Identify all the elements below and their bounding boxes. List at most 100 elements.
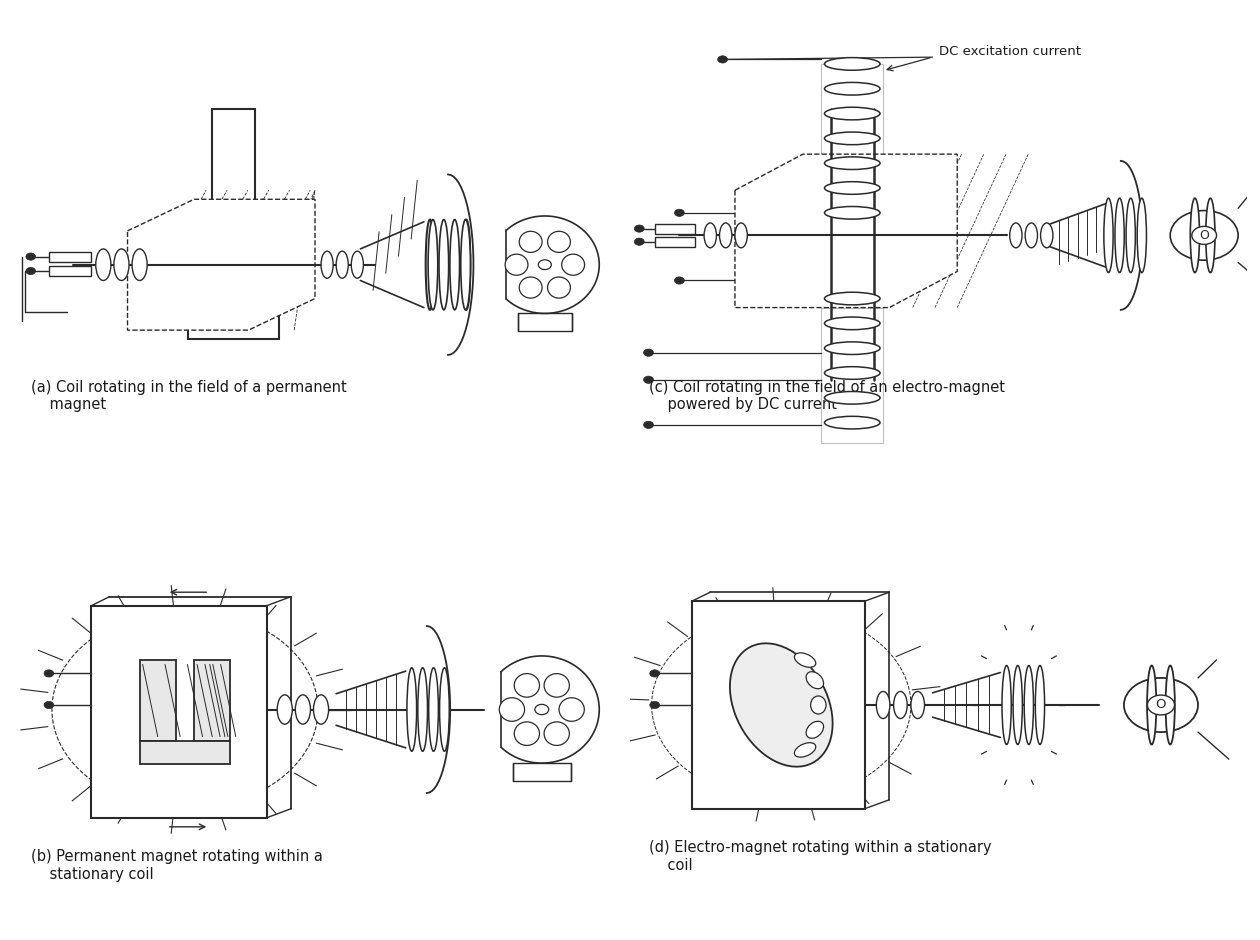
- Ellipse shape: [295, 695, 310, 724]
- Text: (b) Permanent magnet rotating within a
    stationary coil: (b) Permanent magnet rotating within a s…: [30, 850, 323, 882]
- Ellipse shape: [132, 249, 147, 280]
- Ellipse shape: [824, 416, 879, 429]
- Ellipse shape: [824, 107, 879, 120]
- Text: (d) Electro-magnet rotating within a stationary
    coil: (d) Electro-magnet rotating within a sta…: [649, 840, 992, 872]
- Ellipse shape: [1013, 666, 1022, 744]
- Ellipse shape: [1002, 666, 1012, 744]
- Ellipse shape: [407, 667, 417, 751]
- Ellipse shape: [426, 220, 435, 310]
- Bar: [655, 224, 694, 233]
- Polygon shape: [127, 199, 315, 330]
- Bar: [655, 237, 694, 246]
- Text: O: O: [1200, 228, 1210, 242]
- Polygon shape: [140, 741, 231, 763]
- Circle shape: [44, 701, 54, 709]
- Polygon shape: [140, 660, 176, 741]
- Ellipse shape: [735, 223, 747, 248]
- Polygon shape: [194, 660, 231, 741]
- Ellipse shape: [1126, 198, 1135, 273]
- Ellipse shape: [1041, 223, 1053, 248]
- Ellipse shape: [877, 692, 890, 718]
- Ellipse shape: [438, 220, 449, 310]
- Ellipse shape: [824, 132, 879, 145]
- Ellipse shape: [499, 697, 524, 721]
- Circle shape: [634, 225, 644, 232]
- Ellipse shape: [505, 254, 528, 275]
- Circle shape: [26, 267, 35, 274]
- Ellipse shape: [794, 743, 815, 757]
- Ellipse shape: [562, 254, 585, 275]
- Ellipse shape: [1147, 666, 1157, 744]
- Circle shape: [1171, 211, 1239, 260]
- Ellipse shape: [824, 317, 879, 330]
- Ellipse shape: [461, 220, 470, 310]
- Circle shape: [538, 259, 552, 270]
- Ellipse shape: [336, 251, 348, 278]
- Circle shape: [674, 277, 684, 284]
- Bar: [49, 266, 91, 276]
- Ellipse shape: [824, 367, 879, 380]
- Circle shape: [650, 701, 660, 709]
- Ellipse shape: [519, 231, 542, 253]
- Ellipse shape: [96, 249, 111, 280]
- Ellipse shape: [824, 57, 879, 70]
- Ellipse shape: [314, 695, 329, 724]
- Ellipse shape: [544, 722, 570, 745]
- Circle shape: [718, 55, 727, 63]
- Polygon shape: [692, 602, 864, 808]
- Ellipse shape: [1138, 198, 1147, 273]
- Ellipse shape: [824, 391, 879, 404]
- Bar: [49, 252, 91, 261]
- Ellipse shape: [893, 692, 907, 718]
- Ellipse shape: [806, 672, 824, 689]
- Ellipse shape: [1166, 666, 1174, 744]
- Ellipse shape: [428, 667, 438, 751]
- Ellipse shape: [1104, 198, 1113, 273]
- Ellipse shape: [806, 721, 824, 738]
- Circle shape: [644, 421, 654, 429]
- Circle shape: [674, 210, 684, 216]
- Ellipse shape: [514, 674, 539, 697]
- Bar: [822, 307, 883, 443]
- Ellipse shape: [1191, 198, 1200, 273]
- Bar: [822, 64, 883, 222]
- Circle shape: [44, 670, 54, 677]
- Ellipse shape: [911, 692, 925, 718]
- Circle shape: [644, 349, 654, 356]
- Ellipse shape: [794, 653, 815, 667]
- Ellipse shape: [277, 695, 292, 724]
- Ellipse shape: [824, 207, 879, 219]
- Ellipse shape: [462, 220, 470, 310]
- Ellipse shape: [548, 277, 571, 298]
- Ellipse shape: [824, 181, 879, 195]
- Ellipse shape: [450, 220, 460, 310]
- Circle shape: [26, 253, 35, 260]
- Ellipse shape: [321, 251, 333, 278]
- Ellipse shape: [824, 83, 879, 95]
- Ellipse shape: [1115, 198, 1124, 273]
- Polygon shape: [735, 154, 958, 307]
- Text: (c) Coil rotating in the field of an electro-magnet
    powered by DC current: (c) Coil rotating in the field of an ele…: [649, 380, 1004, 412]
- Ellipse shape: [514, 722, 539, 745]
- Ellipse shape: [824, 342, 879, 354]
- Ellipse shape: [428, 220, 437, 310]
- Ellipse shape: [1026, 223, 1037, 248]
- Ellipse shape: [730, 643, 833, 767]
- Ellipse shape: [1036, 666, 1045, 744]
- Ellipse shape: [113, 249, 129, 280]
- Text: DC excitation current: DC excitation current: [939, 45, 1081, 58]
- Ellipse shape: [544, 674, 570, 697]
- Bar: [513, 763, 571, 781]
- Ellipse shape: [824, 292, 879, 305]
- Text: O: O: [1155, 698, 1167, 712]
- Ellipse shape: [559, 697, 585, 721]
- Circle shape: [644, 376, 654, 384]
- Bar: [188, 272, 278, 339]
- Ellipse shape: [719, 223, 732, 248]
- Ellipse shape: [1024, 666, 1033, 744]
- Circle shape: [536, 704, 548, 714]
- Text: (a) Coil rotating in the field of a permanent
    magnet: (a) Coil rotating in the field of a perm…: [30, 380, 346, 412]
- Circle shape: [650, 670, 660, 677]
- Polygon shape: [91, 605, 267, 818]
- Ellipse shape: [352, 251, 363, 278]
